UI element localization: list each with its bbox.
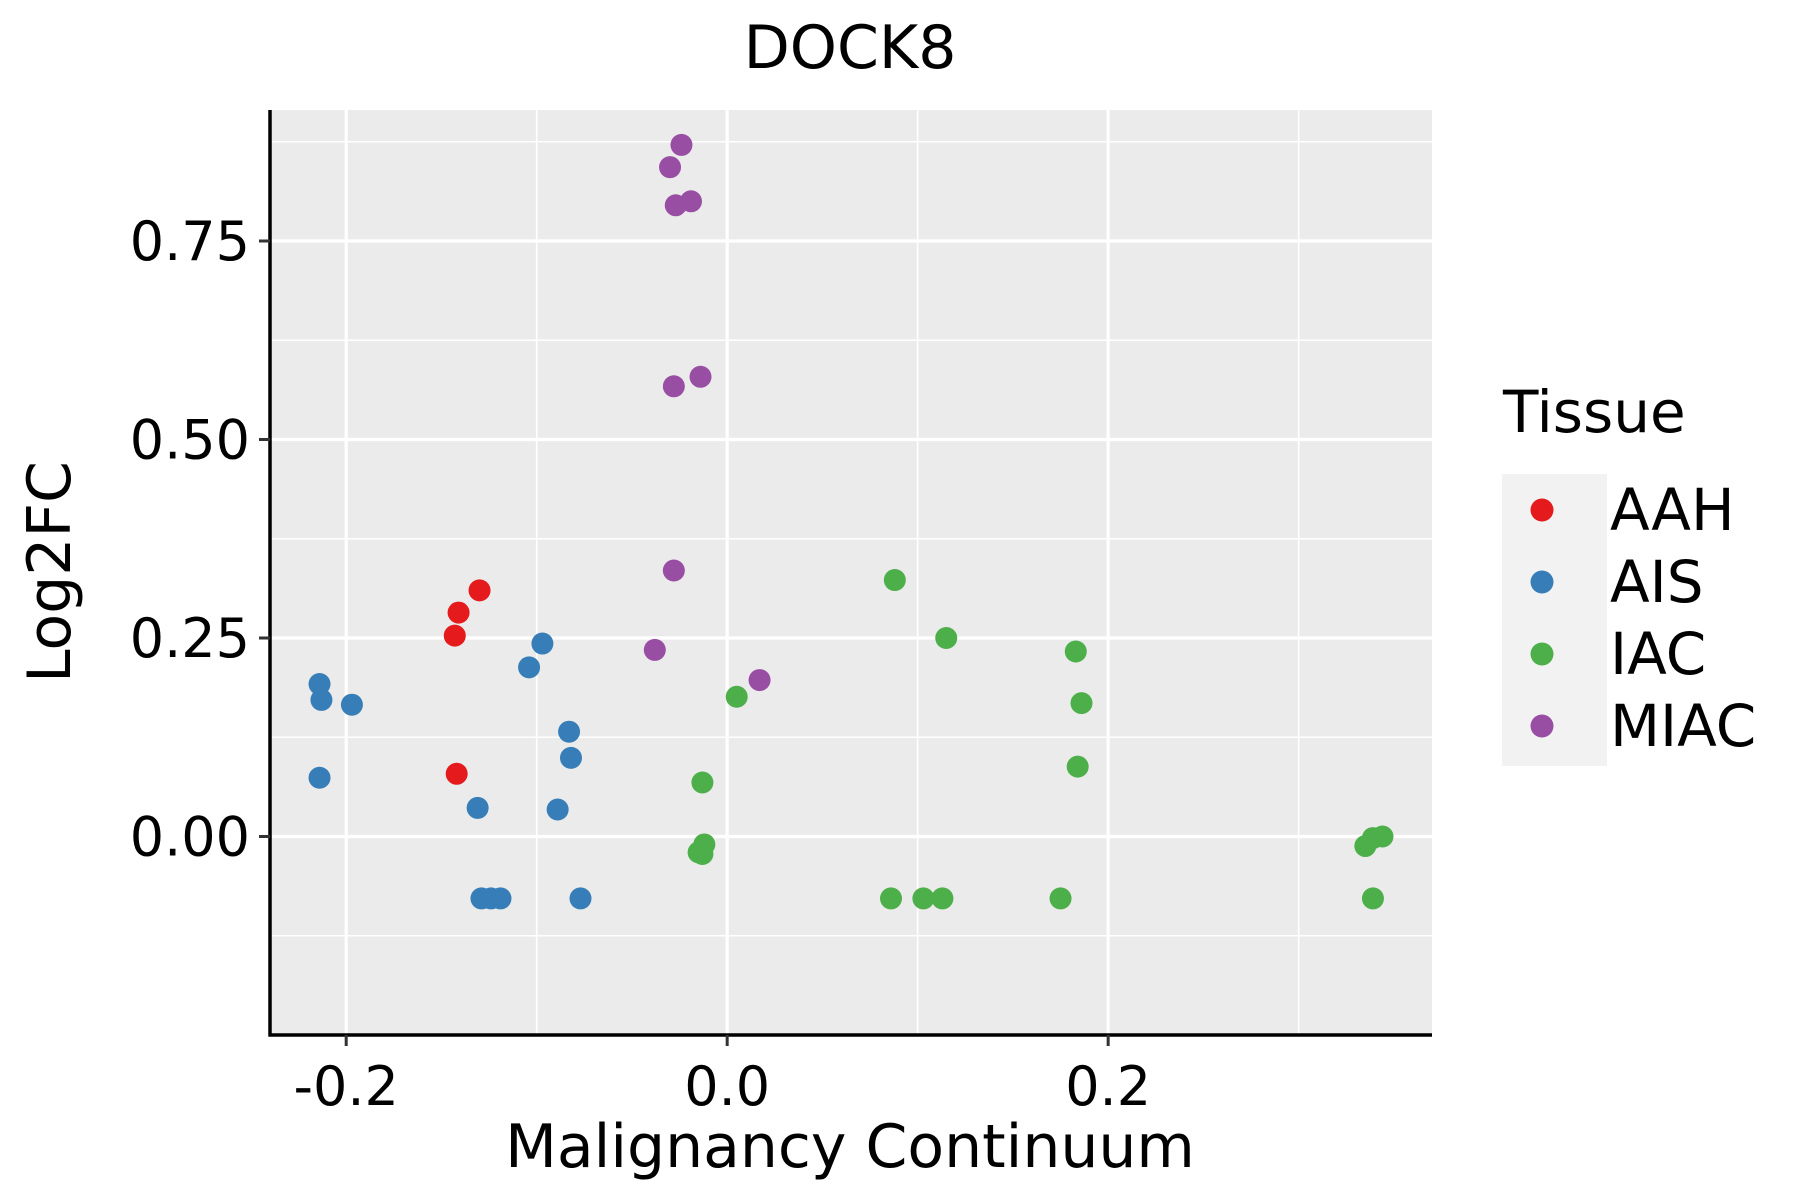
y-tick-label: 0.00 <box>130 806 250 869</box>
point-ais <box>546 798 569 821</box>
grid-lines <box>270 110 1432 1035</box>
point-miac <box>662 375 685 398</box>
point-miac <box>664 194 687 217</box>
x-tick-label: -0.2 <box>294 1055 399 1118</box>
point-aah <box>447 601 470 624</box>
point-iac <box>1049 887 1072 910</box>
point-iac <box>1064 640 1087 663</box>
point-ais <box>308 766 331 789</box>
point-ais <box>489 887 512 910</box>
point-miac <box>662 559 685 582</box>
y-axis-title: Log2FC <box>15 461 85 683</box>
point-iac <box>1070 692 1093 715</box>
plot-panel <box>270 110 1432 1035</box>
point-miac <box>643 638 666 661</box>
legend-key-background <box>1502 474 1607 766</box>
axes <box>259 110 1432 1046</box>
point-iac <box>931 887 954 910</box>
legend-key-iac <box>1530 642 1554 666</box>
legend-key-miac <box>1530 714 1554 738</box>
y-tick-label: 0.25 <box>130 607 250 670</box>
point-iac <box>691 771 714 794</box>
y-tick-label: 0.75 <box>130 210 250 273</box>
point-iac <box>880 887 903 910</box>
point-ais <box>340 693 363 716</box>
point-iac <box>1361 887 1384 910</box>
point-ais <box>310 688 333 711</box>
legend-label: AAH <box>1610 476 1735 544</box>
point-ais <box>466 796 489 819</box>
legend-key-aah <box>1530 498 1554 522</box>
plot-title: DOCK8 <box>744 13 957 83</box>
point-ais <box>559 746 582 769</box>
y-tick-label: 0.50 <box>130 409 250 472</box>
point-miac <box>670 133 693 156</box>
point-iac <box>883 569 906 592</box>
legend-key-ais <box>1530 570 1554 594</box>
legend-label: IAC <box>1610 620 1706 688</box>
point-iac <box>725 685 748 708</box>
point-iac <box>691 842 714 865</box>
point-aah <box>468 579 491 602</box>
point-iac <box>1371 825 1394 848</box>
tick-labels: -0.2 0.0 0.2 0.00 0.25 0.50 0.75 <box>130 210 1151 1118</box>
x-axis-title: Malignancy Continuum <box>505 1112 1195 1182</box>
point-miac <box>689 365 712 388</box>
point-iac <box>935 627 958 650</box>
point-ais <box>558 720 581 743</box>
point-aah <box>443 624 466 647</box>
legend-label: MIAC <box>1610 692 1756 760</box>
legend-label: AIS <box>1610 548 1704 616</box>
x-tick-label: 0.2 <box>1065 1055 1151 1118</box>
point-iac <box>912 887 935 910</box>
point-miac <box>659 156 682 179</box>
point-aah <box>445 762 468 785</box>
point-ais <box>569 887 592 910</box>
panel-background <box>270 110 1432 1035</box>
point-iac <box>1066 755 1089 778</box>
x-tick-label: 0.0 <box>684 1055 770 1118</box>
data-points <box>308 133 1394 910</box>
point-ais <box>518 656 541 679</box>
point-ais <box>531 632 554 655</box>
legend-title: Tissue <box>1502 378 1686 446</box>
point-miac <box>748 669 771 692</box>
